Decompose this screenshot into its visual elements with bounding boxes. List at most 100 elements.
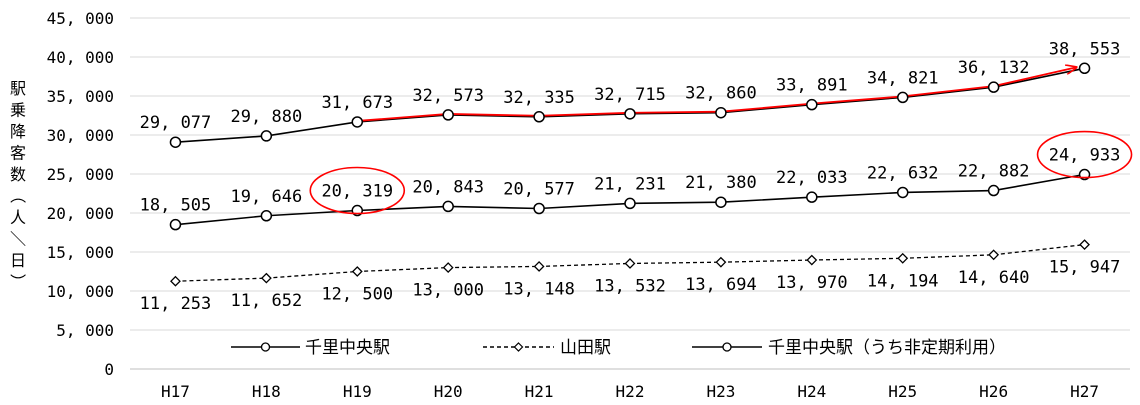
data-label: 22, 632 [867,163,939,183]
gridlines [130,17,1130,370]
data-point [442,200,454,213]
data-point [896,91,909,104]
data-point [806,254,818,266]
y-tick-label: 25, 000 [47,165,114,184]
data-label: 33, 891 [776,76,848,96]
data-label: 22, 033 [776,168,848,188]
data-point [1078,62,1091,75]
y-axis-label-char: 客 [10,144,26,163]
y-tick-label: 35, 000 [47,87,114,106]
x-tick-label: H23 [706,382,735,401]
y-axis-label-char: 降 [10,122,26,141]
data-label: 13, 694 [685,275,757,295]
data-label: 32, 573 [412,86,484,106]
data-point [715,256,727,268]
data-label: 32, 715 [594,85,666,105]
data-point [715,196,727,208]
x-tick-label: H22 [616,382,645,401]
data-point [896,186,909,199]
data-label: 36, 132 [958,58,1030,78]
data-point [624,197,636,210]
data-point [715,106,727,119]
data-label: 12, 500 [321,285,393,305]
data-point [351,116,364,128]
data-point [260,210,273,222]
data-label: 13, 970 [776,273,848,293]
highlight-circle [1036,130,1133,179]
data-label: 20, 319 [321,182,393,202]
data-label: 34, 821 [867,68,939,88]
data-point [169,218,182,231]
data-label: 11, 652 [231,291,303,311]
x-tick-label: H24 [797,382,826,401]
data-point [988,249,1000,261]
y-tick-label: 45, 000 [47,9,114,28]
data-label: 20, 577 [503,179,575,199]
series-line [175,67,1085,143]
data-point [170,275,181,287]
data-label: 15, 947 [1049,258,1121,278]
y-axis-ticks: 0 5, 000 10, 000 15, 000 20, 000 25, 000 30, 0… [47,9,114,379]
data-point [442,109,454,121]
legend: 千里中央駅 山田駅 千里中央駅（うち非定期利用） [222,333,1006,361]
data-label: 14, 640 [958,268,1030,288]
data-point [169,136,182,148]
x-tick-label: H20 [434,382,463,401]
data-point [987,81,1000,93]
y-tick-label: 15, 000 [47,243,114,262]
data-points [169,62,1091,287]
data-label: 18, 505 [140,196,212,216]
series-line [175,243,1085,282]
y-axis-label-char: （ [8,187,27,203]
x-tick-label: H21 [525,382,554,401]
data-point [442,262,454,274]
y-tick-label: 40, 000 [47,48,114,67]
y-axis-label-char: 乗 [10,101,26,120]
data-label: 32, 860 [685,84,757,104]
data-label: 19, 646 [231,187,303,207]
data-labels: 29, 077 29, 880 31, 673 32, 573 32, 335 32, 7… [140,39,1121,314]
data-label: 13, 148 [503,279,575,299]
data-point [260,272,272,284]
y-axis-label-char: 数 [10,165,26,184]
data-point [806,191,818,203]
y-tick-label: 5, 000 [56,321,114,340]
legend-marker [260,342,271,352]
x-tick-label: H18 [252,382,281,401]
data-point [533,261,545,272]
data-point [987,184,1000,197]
circled-annotations [309,130,1133,215]
data-label: 14, 194 [867,271,939,291]
data-label: 11, 253 [140,294,212,314]
y-axis-label-char: ） [8,273,27,289]
data-point [533,202,545,215]
legend-label: 千里中央駅（うち非定期利用） [768,338,1006,358]
y-tick-label: 0 [104,360,114,379]
legend-marker [722,342,732,352]
data-label: 20, 843 [412,177,484,197]
data-point [1079,239,1090,251]
data-label: 32, 335 [503,88,575,108]
legend-label: 山田駅 [560,338,611,358]
x-tick-label: H27 [1070,382,1099,401]
legend-marker [513,342,524,352]
x-axis-ticks: H17 H18 H19 H20 H21 H22 H23 H24 H25 H26 H27 [161,382,1099,401]
y-axis-label-char: 人 [10,208,26,227]
data-label: 29, 880 [231,107,303,127]
y-axis-label-char: 駅 [10,79,26,98]
data-point [533,111,545,123]
data-label: 22, 882 [958,162,1030,182]
x-tick-label: H17 [161,382,190,401]
data-label: 13, 532 [594,276,666,296]
legend-label: 千里中央駅 [305,338,390,358]
data-label: 13, 000 [412,281,484,301]
data-point [897,252,909,264]
highlight-circle [309,166,406,215]
data-point [624,258,636,269]
data-label: 29, 077 [140,113,212,133]
x-tick-label: H25 [888,382,917,401]
y-tick-label: 20, 000 [47,204,114,223]
data-label: 24, 933 [1049,146,1121,166]
